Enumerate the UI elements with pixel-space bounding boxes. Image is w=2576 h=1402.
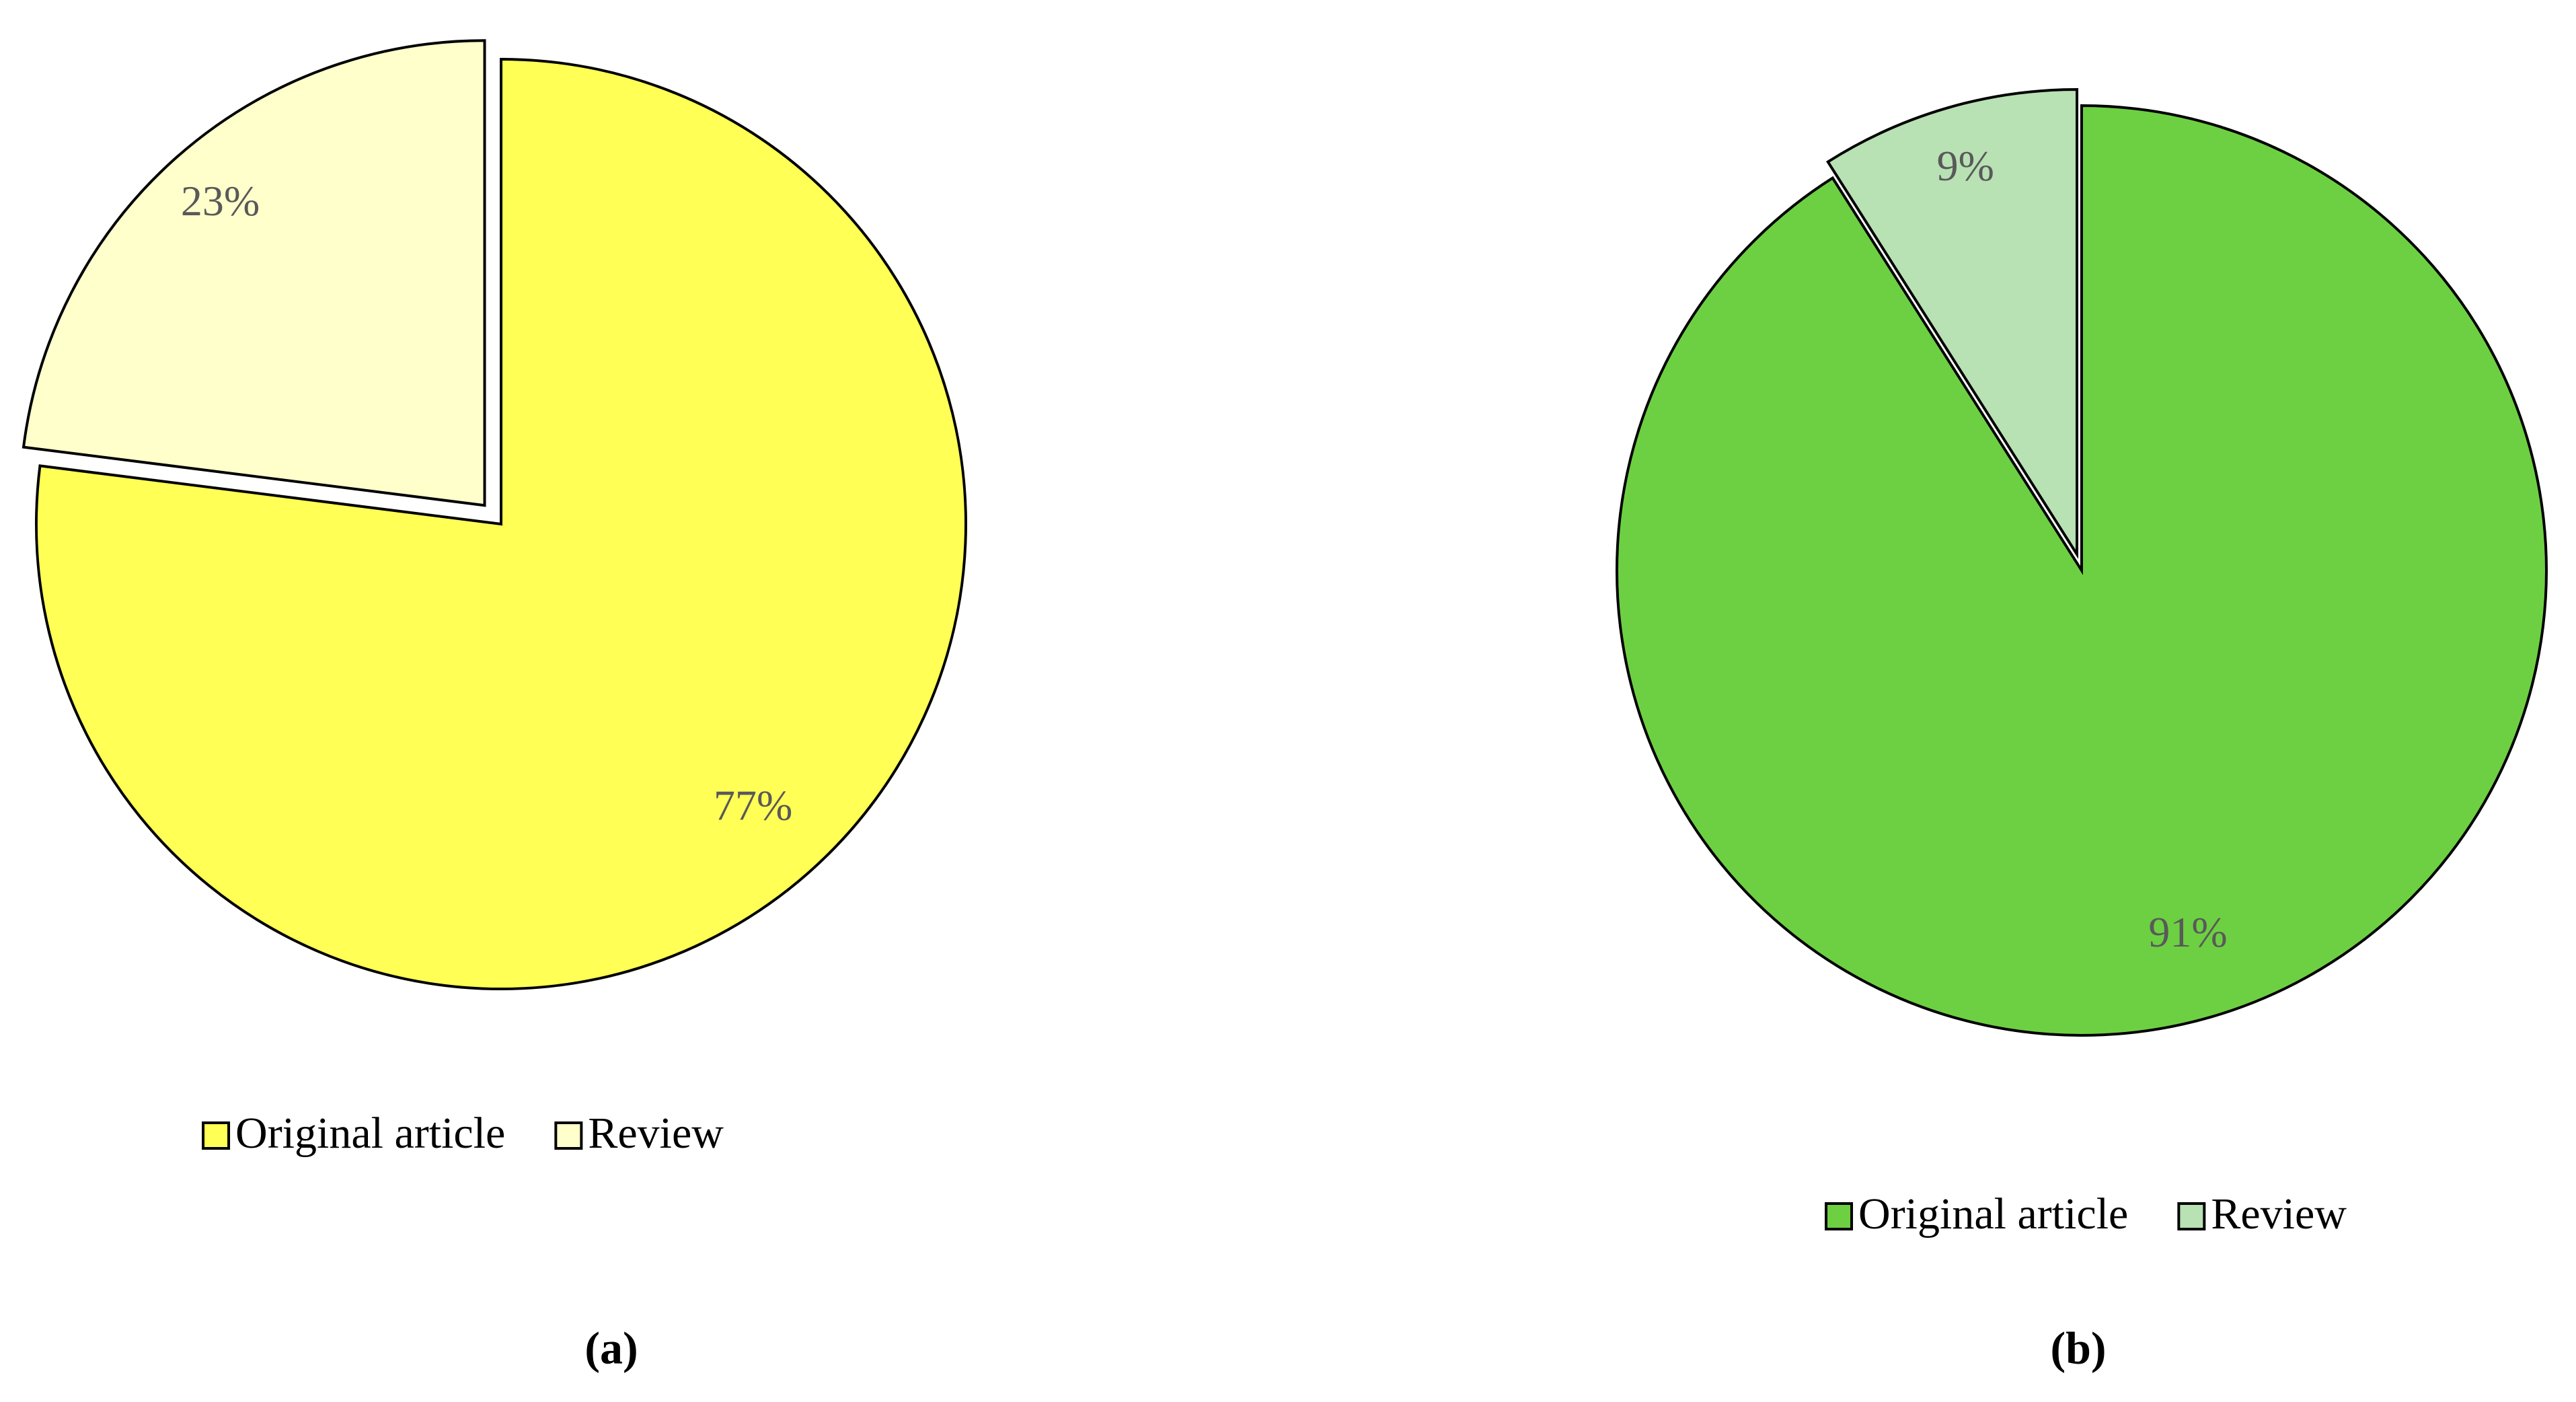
legend-swatch: [202, 1121, 231, 1150]
legend: Original article Review: [1825, 1189, 2347, 1239]
legend-label: Original article: [235, 1109, 505, 1158]
pie-slice: [35, 57, 967, 990]
legend-swatch: [1825, 1202, 1854, 1230]
legend: Original article Review: [202, 1109, 724, 1158]
legend-label: Review: [588, 1109, 724, 1158]
pie-slice: [1826, 87, 2079, 559]
legend-swatch: [2177, 1202, 2206, 1230]
legend-label: Review: [2211, 1189, 2347, 1239]
caption: (b): [2050, 1323, 2106, 1374]
caption: (a): [584, 1323, 638, 1374]
legend-label: Original article: [1858, 1189, 2128, 1239]
slice-label: 77%: [714, 782, 792, 829]
slice-label: 23%: [181, 177, 260, 225]
legend-swatch: [554, 1121, 583, 1150]
pie-slice: [22, 39, 486, 507]
slice-label: 9%: [1937, 142, 1994, 190]
pie-slice: [1616, 104, 2548, 1037]
slice-label: 91%: [2148, 908, 2227, 956]
